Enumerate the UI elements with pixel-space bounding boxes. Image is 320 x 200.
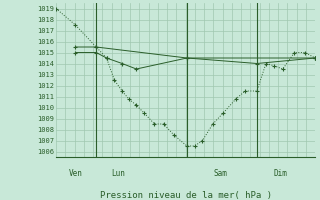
Text: Pression niveau de la mer( hPa ): Pression niveau de la mer( hPa ) <box>100 191 272 200</box>
Text: Lun: Lun <box>111 169 125 178</box>
Text: Ven: Ven <box>68 169 82 178</box>
Text: Sam: Sam <box>214 169 228 178</box>
Text: Dim: Dim <box>273 169 287 178</box>
